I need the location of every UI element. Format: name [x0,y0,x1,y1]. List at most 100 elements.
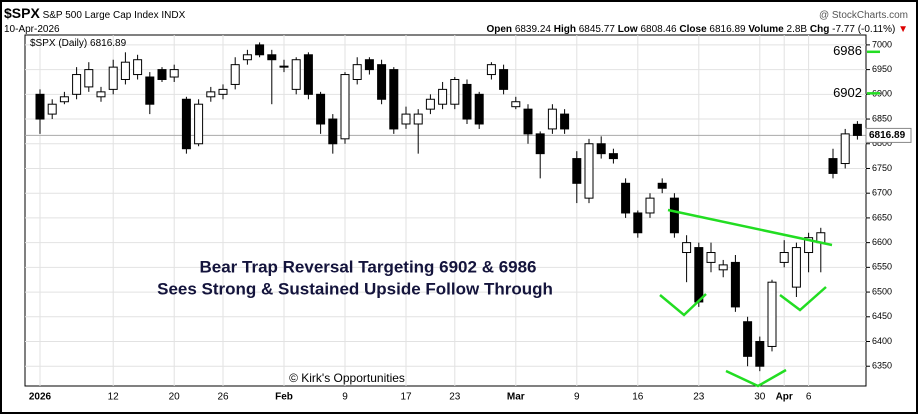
candle-body [230,64,240,85]
x-tick-label: 23 [449,392,461,403]
candle-body [96,91,106,98]
legend-name: $SPX (Daily) [30,38,87,49]
candle-body [401,113,411,125]
source: @ StockCharts.com [818,10,908,21]
candle-body [47,103,57,115]
x-tick-label: 30 [754,392,766,403]
candle-body [413,113,423,125]
candle-body [621,182,631,214]
y-tick-label: 6350 [872,361,892,371]
x-tick-label: 6 [806,392,812,403]
candle-body [255,44,265,56]
annotation: Sees Strong & Sustained Upside Follow Th… [157,279,553,298]
candle-body [377,64,387,100]
candle-body [645,197,655,214]
volume: 2.8B [786,24,808,35]
candle-body [535,133,545,155]
x-tick-label: 20 [169,392,181,403]
y-tick-label: 7000 [872,39,892,49]
candle-body [218,88,228,95]
candle-body [157,69,167,80]
candle-body [669,197,679,234]
ohlc-label: High [553,24,576,35]
y-tick-label: 6650 [872,212,892,222]
x-tick-label: 12 [108,392,120,403]
legend: $SPX (Daily) 6816.89 [30,38,127,49]
target-label: 6986 [833,43,862,58]
symbol: $SPX [4,5,40,21]
candle-body [560,113,570,130]
candle-body [828,158,838,174]
x-tick-label: 9 [342,392,348,403]
candle-body [35,93,45,120]
name: S&P 500 Large Cap Index INDX [42,10,186,21]
x-tick-label: 9 [574,392,580,403]
candle-body [328,118,338,145]
candle-body [718,264,728,271]
ohlc-value: 6808.46 [640,24,677,35]
v-shape [659,293,707,317]
y-tick-label: 6850 [872,113,892,123]
watermark: © Kirk's Opportunities [289,371,405,385]
trend-line [667,208,833,247]
candle-body [572,158,582,184]
candle-body [706,252,716,263]
candle-body [120,61,130,80]
candle-body [511,101,521,108]
ohlc-label: Low [617,24,638,35]
candle-body [791,247,801,288]
candle-body [462,83,472,120]
chg-label: Chg [809,24,830,35]
ohlc-label: Open [486,24,513,35]
ohlc-value: 6839.24 [514,24,551,35]
candle-body [194,103,204,145]
v-shape [779,286,827,312]
candle-body [767,281,777,347]
candle-body [181,98,191,150]
grid [25,35,866,386]
candle-body [450,78,460,105]
candle-body [779,252,789,263]
x-tick-label: 2026 [29,392,52,403]
candle-body [340,74,350,140]
y-tick-label: 6600 [872,237,892,247]
candle-body [633,212,643,234]
candle-body [303,54,313,95]
y-tick-label: 6900 [872,89,892,99]
y-tick-label: 6750 [872,163,892,173]
candle-body [804,237,814,254]
candle-body [474,93,484,125]
ohlc-label: Close [679,24,707,35]
legend-value: 6816.89 [90,38,127,49]
candle-body [852,123,862,136]
candle-body [657,182,667,189]
y-tick-label: 6450 [872,311,892,321]
plot-frame [24,34,867,387]
x-tick-label: 23 [693,392,705,403]
candle-body [547,108,557,130]
x-tick-label: Mar [507,392,525,403]
candle-body [755,341,765,367]
candle-body [682,242,692,254]
candle-body [169,69,179,78]
candle-body [499,69,509,90]
candle-body [425,98,435,110]
candle-body [486,64,496,76]
y-tick-label: 6550 [872,262,892,272]
x-tick-label: 26 [217,392,229,403]
candle-body [206,91,216,98]
candle-body [242,54,252,61]
y-tick-label: 6500 [872,286,892,296]
candle-body [316,93,326,125]
y-tick-label: 6800 [872,138,892,148]
candle-body [584,143,594,199]
x-tick-label: 16 [632,392,644,403]
candle-body [596,143,606,155]
candle-body [743,321,753,357]
ohlc-value: 6845.77 [578,24,615,35]
candle-body [730,261,740,308]
candle-body [133,59,143,76]
